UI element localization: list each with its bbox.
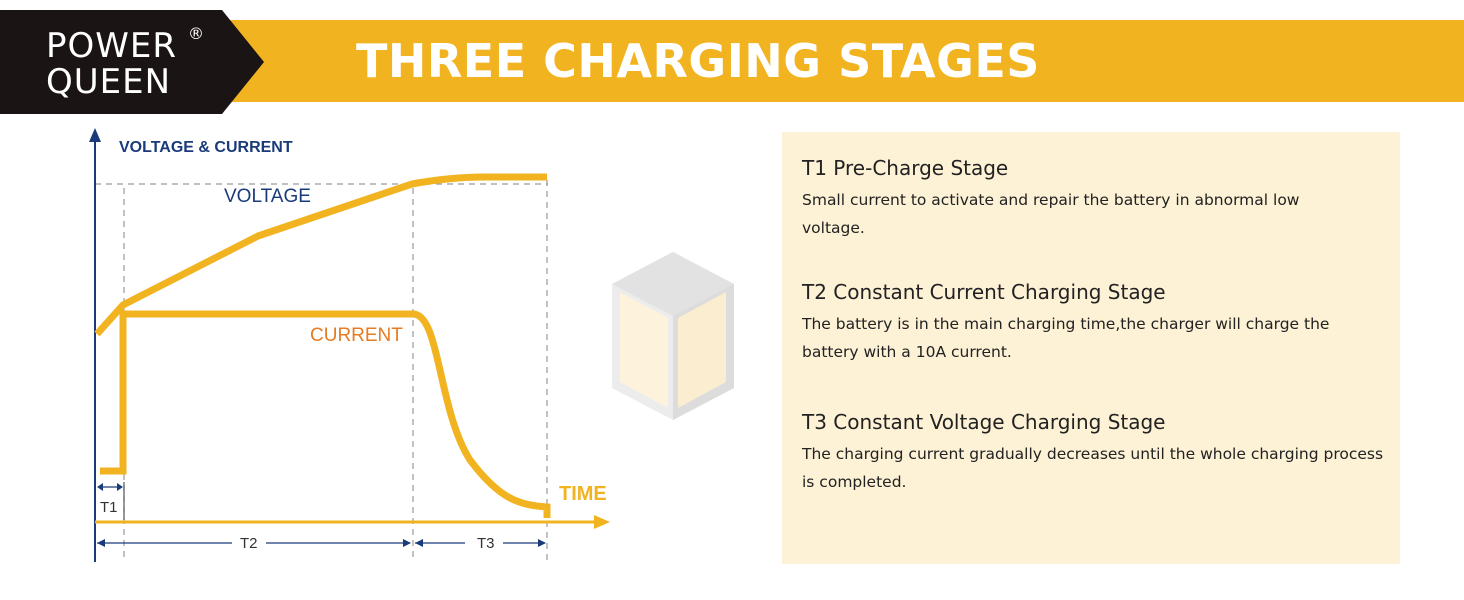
registered-mark: ® [188,24,204,43]
segment-label-t3: T3 [477,535,495,552]
stage-t2: T2 Constant Current Charging Stage The b… [802,278,1390,366]
stage-t3: T3 Constant Voltage Charging Stage The c… [802,408,1390,496]
arrow-up-icon [89,128,101,142]
x-axis-label: TIME [559,483,607,505]
voltage-label: VOLTAGE [224,186,311,207]
current-curve [100,310,551,518]
page-title: THREE CHARGING STAGES [356,34,1040,88]
segment-label-t2: T2 [240,535,258,552]
voltage-curve [94,173,547,337]
stages-description-panel: T1 Pre-Charge Stage Small current to act… [782,132,1400,564]
brand-logo-line2: QUEEN [46,62,172,102]
battery-cube-icon [612,252,734,420]
guide-lines [95,180,548,562]
charging-stages-diagram: VOLTAGE & CURRENT VOLTAGE CURRENT TIME T… [89,128,610,562]
stage-t2-title: T2 Constant Current Charging Stage [802,280,1166,304]
stage-t1-description: Small current to activate and repair the… [802,191,1300,237]
t1-span-marker [97,483,123,491]
brand-logo-background [0,10,264,114]
stage-t1: T1 Pre-Charge Stage Small current to act… [802,154,1390,242]
brand-logo-line1: POWER [46,26,177,66]
t2-span-marker [97,539,411,547]
y-axis-label: VOLTAGE & CURRENT [119,139,293,156]
segment-label-t1: T1 [100,499,118,516]
current-label: CURRENT [310,325,403,346]
arrow-right-icon [594,515,610,529]
stage-t2-description: The battery is in the main charging time… [802,315,1330,361]
stage-t1-title: T1 Pre-Charge Stage [802,156,1009,180]
stage-t3-description: The charging current gradually decreases… [802,445,1384,491]
t3-span-marker [415,539,546,547]
stage-t3-title: T3 Constant Voltage Charging Stage [802,410,1166,434]
